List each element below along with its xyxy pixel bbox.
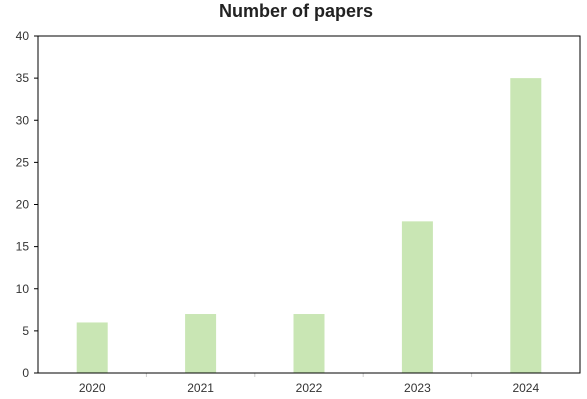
y-tick-label: 30	[16, 113, 30, 127]
x-axis: 2020 2021 2022 2023 2024	[79, 373, 539, 395]
x-tick-label: 2021	[187, 381, 214, 395]
bar-2023	[401, 221, 433, 373]
bar-2024	[510, 78, 542, 373]
y-tick-label: 15	[16, 240, 30, 254]
y-tick-label: 0	[22, 366, 29, 380]
plot-area-frame	[37, 35, 581, 374]
y-tick-label: 20	[16, 198, 30, 212]
x-tick-label: 2024	[512, 381, 539, 395]
y-tick-label: 5	[22, 324, 29, 338]
y-tick-label: 40	[16, 29, 30, 43]
bar-2021	[185, 314, 217, 373]
y-tick-label: 25	[16, 155, 30, 169]
y-axis: 0 5 10 15 20 25 30 35 40	[16, 29, 38, 380]
bars	[76, 78, 542, 373]
y-tick-label: 35	[16, 71, 30, 85]
y-tick-label: 10	[16, 282, 30, 296]
bar-2022	[293, 314, 325, 373]
x-tick-label: 2022	[296, 381, 323, 395]
chart-title: Number of papers	[219, 1, 373, 21]
bar-2020	[76, 322, 108, 373]
x-tick-label: 2023	[404, 381, 431, 395]
x-tick-label: 2020	[79, 381, 106, 395]
